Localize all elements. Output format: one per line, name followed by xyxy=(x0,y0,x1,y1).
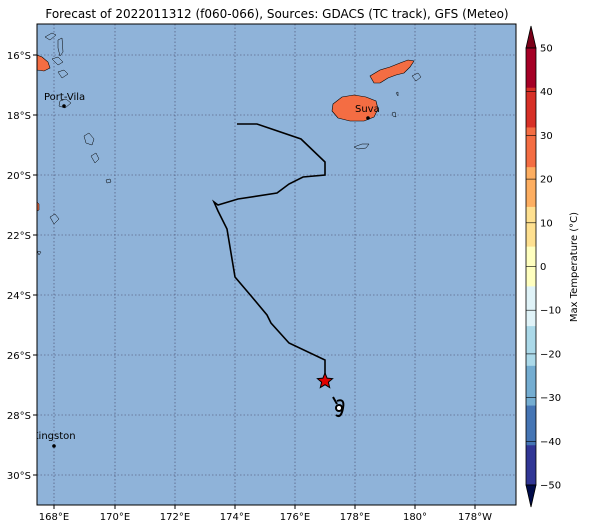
fiji-islet-1 xyxy=(391,111,397,118)
colorbar-segment xyxy=(526,127,536,168)
colorbar-segment xyxy=(526,167,536,208)
colorbar-tick-label: −30 xyxy=(540,393,561,404)
loyalty-islet xyxy=(49,213,60,225)
colorbar-tick-label: −40 xyxy=(540,437,561,448)
colorbar-top-arrow xyxy=(525,25,537,49)
vanuatu-islet-d xyxy=(57,69,69,79)
lon-tick-label: 178°W xyxy=(458,512,492,523)
lat-tick-label: 18°S xyxy=(7,111,31,122)
fiji-taveuni xyxy=(411,72,422,82)
vanuatu-islet-b xyxy=(57,37,64,57)
colorbar-tick-label: 30 xyxy=(540,131,553,142)
map-title: Forecast of 2022011312 (f060-066), Sourc… xyxy=(45,7,509,21)
vanuatu-aneityum xyxy=(105,178,112,184)
suva-dot xyxy=(366,116,370,120)
city-label-suva: Suva xyxy=(355,104,380,115)
lon-tick-label: 180° xyxy=(403,512,427,523)
lon-tick-label: 170°E xyxy=(100,512,130,523)
graticule xyxy=(37,24,516,505)
lat-tick-label: 30°S xyxy=(7,471,31,482)
vanuatu-erromango xyxy=(83,132,95,146)
colorbar-segment xyxy=(526,405,536,446)
axis-ticks xyxy=(33,54,476,509)
star-icon xyxy=(316,371,334,389)
colorbar-tick-label: 20 xyxy=(540,175,553,186)
colorbar-label: Max Temperature (°C) xyxy=(569,212,580,322)
fiji-kadavu xyxy=(353,143,370,150)
lat-tick-label: 28°S xyxy=(7,411,31,422)
colorbar-segment xyxy=(526,445,536,486)
colorbar-segment xyxy=(526,48,536,89)
colorbar-bottom-arrow xyxy=(525,484,537,508)
colorbar-segment xyxy=(526,87,536,128)
lat-tick-label: 20°S xyxy=(7,171,31,182)
lat-tick-label: 24°S xyxy=(7,291,31,302)
colorbar-segment xyxy=(526,326,536,367)
colorbar-tick-label: −10 xyxy=(540,306,561,317)
ocean xyxy=(37,24,516,505)
lon-tick-label: 168°E xyxy=(39,512,69,523)
cyclone-track xyxy=(212,123,326,381)
colorbar-tick-label: 50 xyxy=(540,44,553,55)
vanuatu-tanna xyxy=(90,152,100,164)
lon-tick-label: 174°E xyxy=(220,512,250,523)
colorbar-segment xyxy=(526,286,536,327)
colorbar-tick-label: 0 xyxy=(540,262,546,273)
colorbar-tick-label: 40 xyxy=(540,87,553,98)
lat-tick-label: 16°S xyxy=(7,51,31,62)
colorbar: 50 40 30 20 10 0 −10 −20 −30 −40 −50 Max Temperatu… xyxy=(525,25,580,508)
vanuatu-islet-a xyxy=(44,32,57,41)
colorbar-tick-label: 10 xyxy=(540,218,553,229)
port-vila-dot xyxy=(62,104,66,108)
lat-tick-label: 22°S xyxy=(7,231,31,242)
vanuatu-efate xyxy=(58,98,72,109)
city-label-port-vila: Port-Vila xyxy=(44,92,85,103)
cyclone-icon xyxy=(332,396,345,418)
vanuatu-espiritu-santo xyxy=(37,54,51,72)
colorbar-tick-label: −20 xyxy=(540,349,561,360)
lon-tick-label: 178°E xyxy=(340,512,370,523)
colorbar-tick-label: −50 xyxy=(540,481,561,492)
kingston-dot xyxy=(52,444,56,448)
city-label-kingston: Kingston xyxy=(32,431,76,442)
colorbar-segment xyxy=(526,365,536,406)
map-frame xyxy=(36,23,517,506)
fiji-islet-2 xyxy=(395,91,399,97)
lon-tick-label: 172°E xyxy=(160,512,190,523)
lat-tick-label: 26°S xyxy=(7,351,31,362)
islet-e xyxy=(37,250,42,256)
colorbar-segment xyxy=(526,206,536,247)
fiji-viti-levu xyxy=(331,94,379,122)
lon-tick-label: 176°E xyxy=(280,512,310,523)
fiji-vanua-levu xyxy=(369,59,415,84)
vanuatu-islet-c xyxy=(51,56,64,66)
colorbar-ticks: 50 40 30 20 10 0 −10 −20 −30 −40 −50 xyxy=(526,44,561,492)
